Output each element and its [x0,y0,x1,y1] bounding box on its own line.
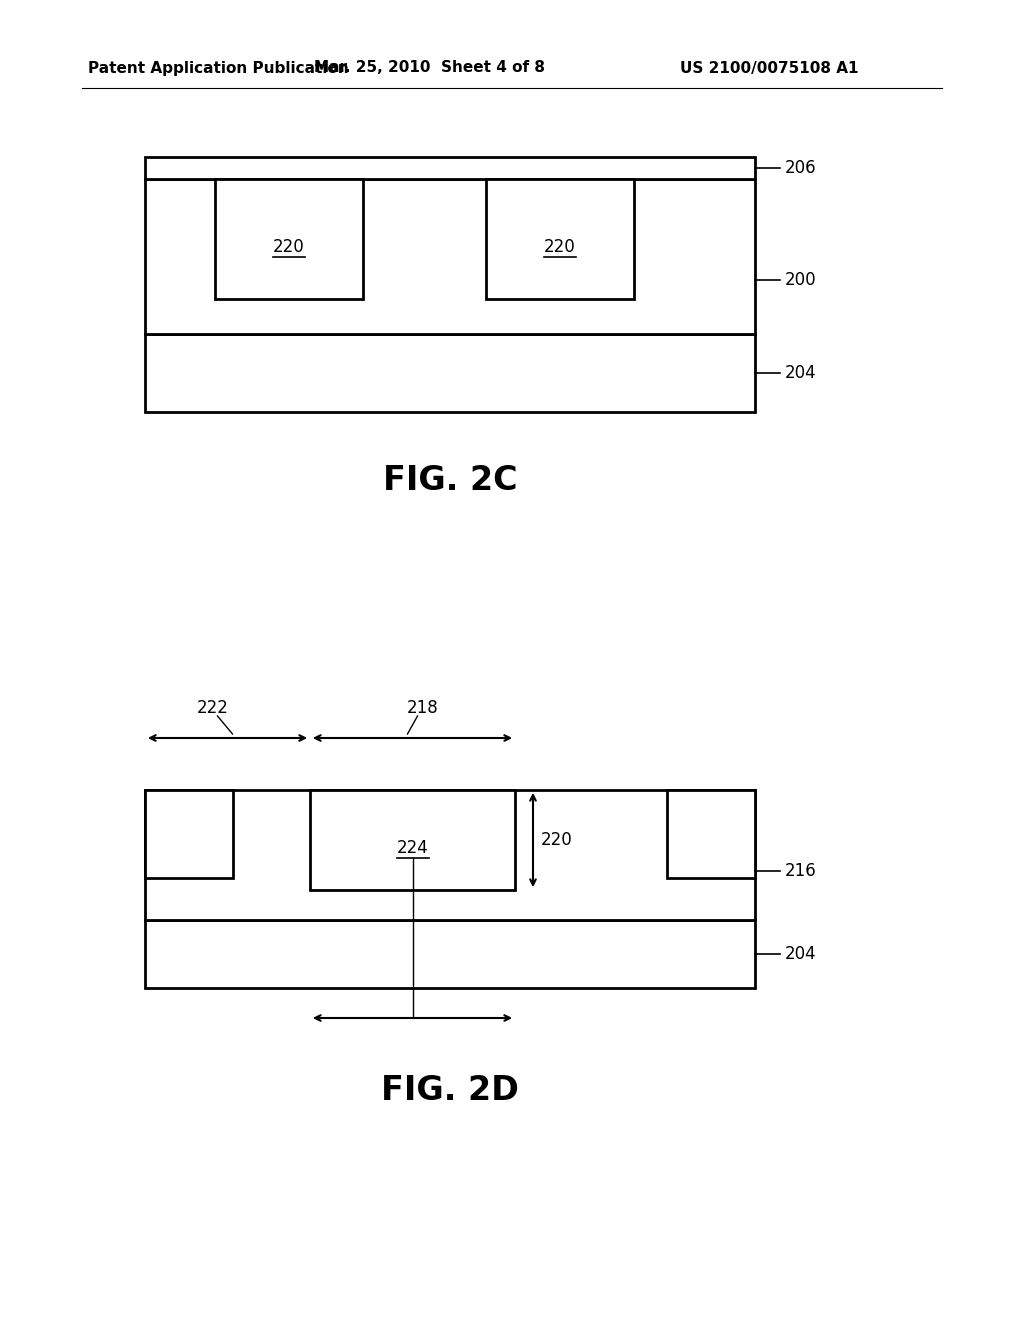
Bar [145,157,755,180]
Text: 206: 206 [785,158,816,177]
Bar [145,789,755,920]
Text: 204: 204 [785,945,816,964]
Bar [215,180,362,300]
Text: 218: 218 [407,700,438,717]
Text: 224: 224 [396,840,428,857]
Text: 222: 222 [197,700,228,717]
Text: FIG. 2C: FIG. 2C [383,463,517,496]
Text: 220: 220 [544,238,575,256]
Bar [145,920,755,987]
Text: 220: 220 [541,832,572,849]
Bar [667,789,755,878]
Text: Patent Application Publication: Patent Application Publication [88,61,349,75]
Text: 216: 216 [785,862,817,879]
Text: 220: 220 [273,238,305,256]
Text: FIG. 2D: FIG. 2D [381,1073,519,1106]
Bar [145,789,233,878]
Text: 200: 200 [785,271,816,289]
Bar [145,180,755,334]
Text: 204: 204 [785,364,816,381]
Bar [145,334,755,412]
Text: US 2100/0075108 A1: US 2100/0075108 A1 [680,61,858,75]
Bar [486,180,634,300]
Bar [310,789,515,890]
Text: Mar. 25, 2010  Sheet 4 of 8: Mar. 25, 2010 Sheet 4 of 8 [314,61,546,75]
